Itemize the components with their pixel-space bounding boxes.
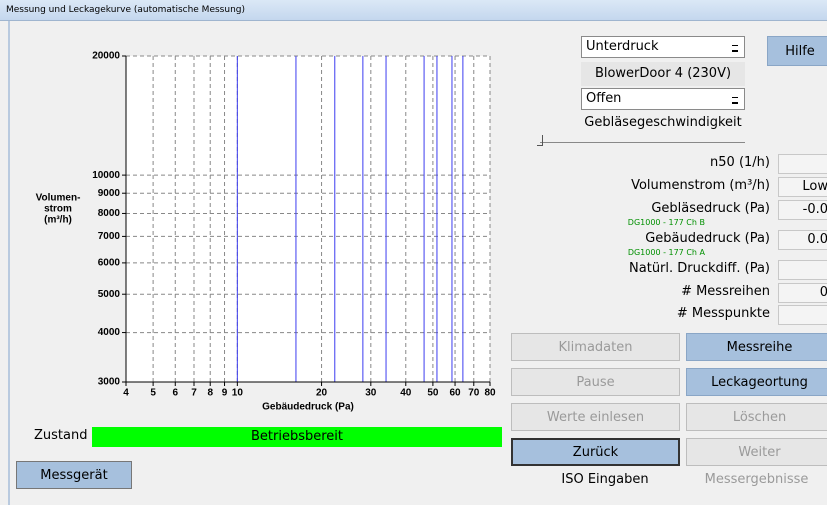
footer-label: ISO Eingaben xyxy=(561,472,649,487)
readout-value xyxy=(778,305,827,325)
readout-value: 0.0 xyxy=(778,230,827,250)
x-tick-label: 9 xyxy=(222,388,228,399)
action-button: Klimadaten xyxy=(511,333,680,361)
readout-label: n50 (1/h) xyxy=(710,155,770,170)
mode-dropdown[interactable]: Unterdruck xyxy=(581,36,745,58)
readout-value: 0 xyxy=(778,283,827,303)
readout-label: Gebäudedruck (Pa) xyxy=(645,231,770,246)
window-frame xyxy=(8,21,10,505)
y-tick-label: 10000 xyxy=(92,170,120,181)
help-button[interactable]: Hilfe xyxy=(767,36,827,66)
x-tick-label: 40 xyxy=(400,388,412,399)
readout-label: Natürl. Druckdiff. (Pa) xyxy=(629,261,770,276)
y-tick-label: 5000 xyxy=(98,289,121,300)
x-tick-label: 30 xyxy=(365,388,377,399)
readout-value: -0.0 xyxy=(778,200,827,220)
readout-value xyxy=(778,260,827,280)
device-button[interactable]: Messgerät xyxy=(16,461,132,489)
x-tick-label: 10 xyxy=(232,388,244,399)
speed-label: Gebläsegeschwindigkeit xyxy=(584,115,742,130)
x-tick-label: 8 xyxy=(207,388,213,399)
readout-label: Gebläsedruck (Pa) xyxy=(651,201,770,216)
speed-slider-thumb[interactable] xyxy=(537,135,543,146)
y-axis-label: (m³/h) xyxy=(44,215,72,226)
chart: 3000 4000 5000 6000 7000 8000 9000 10000 20000 4 5… xyxy=(36,51,496,413)
x-tick-label: 6 xyxy=(172,388,178,399)
readout-label: Volumenstrom (m³/h) xyxy=(631,178,770,193)
footer-label: Messergebnisse xyxy=(704,472,809,487)
x-tick-label: 60 xyxy=(449,388,461,399)
action-button: Werte einlesen xyxy=(511,403,680,431)
device-label: BlowerDoor 4 (230V) xyxy=(581,62,745,86)
x-axis-label: Gebäudedruck (Pa) xyxy=(262,402,354,413)
y-tick-label: 3000 xyxy=(98,377,121,388)
action-button: Weiter xyxy=(686,438,827,466)
action-button: Pause xyxy=(511,368,680,396)
y-tick-label: 7000 xyxy=(98,231,121,242)
action-button: Löschen xyxy=(686,403,827,431)
y-tick-label: 9000 xyxy=(98,188,121,199)
readout-sublabel: DG1000 - 177 Ch A xyxy=(627,248,705,257)
readout-value xyxy=(778,154,827,174)
y-tick-label: 6000 xyxy=(98,258,121,269)
plot-area xyxy=(126,56,490,382)
action-button[interactable]: Zurück xyxy=(511,438,680,466)
status-bar: Betriebsbereit xyxy=(92,427,502,447)
y-tick-label: 20000 xyxy=(92,51,120,62)
readout-label: # Messreihen xyxy=(681,284,770,299)
x-tick-label: 20 xyxy=(316,388,328,399)
speed-slider-track xyxy=(540,142,745,143)
y-axis-label: strom xyxy=(44,204,72,215)
status-label: Zustand xyxy=(34,428,88,443)
x-tick-label: 70 xyxy=(468,388,480,399)
x-tick-label: 7 xyxy=(191,388,197,399)
action-button[interactable]: Leckageortung xyxy=(686,368,827,396)
readout-value: Low xyxy=(778,177,827,197)
x-tick-label: 5 xyxy=(150,388,156,399)
x-tick-label: 4 xyxy=(123,388,129,399)
x-tick-label: 80 xyxy=(484,388,496,399)
window-title: Messung und Leckagekurve (automatische M… xyxy=(0,0,827,21)
state-dropdown[interactable]: Offen xyxy=(581,88,745,110)
y-tick-label: 8000 xyxy=(98,208,121,219)
y-tick-label: 4000 xyxy=(98,327,121,338)
y-axis-label: Volumen- xyxy=(36,193,81,204)
readout-sublabel: DG1000 - 177 Ch B xyxy=(627,218,705,227)
x-tick-label: 50 xyxy=(427,388,439,399)
readout-label: # Messpunkte xyxy=(676,306,770,321)
action-button[interactable]: Messreihe xyxy=(686,333,827,361)
